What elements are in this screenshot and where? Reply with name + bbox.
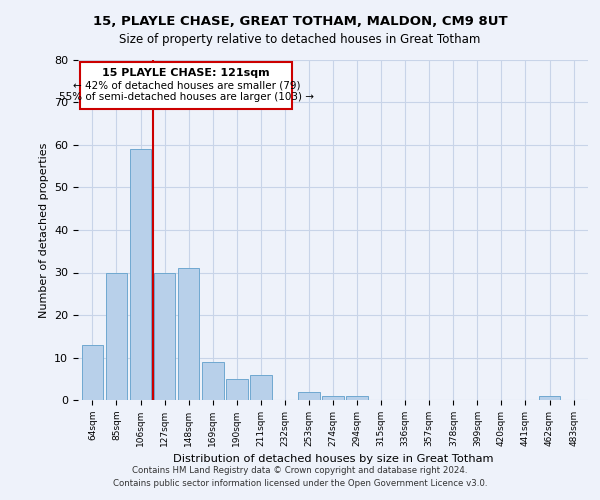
Bar bbox=[82, 345, 103, 400]
Text: 55% of semi-detached houses are larger (103) →: 55% of semi-detached houses are larger (… bbox=[59, 92, 314, 102]
X-axis label: Distribution of detached houses by size in Great Totham: Distribution of detached houses by size … bbox=[173, 454, 493, 464]
Bar bbox=[154, 272, 175, 400]
Bar bbox=[130, 149, 151, 400]
Bar bbox=[346, 396, 368, 400]
Bar bbox=[298, 392, 320, 400]
Y-axis label: Number of detached properties: Number of detached properties bbox=[38, 142, 49, 318]
Text: 15 PLAYLE CHASE: 121sqm: 15 PLAYLE CHASE: 121sqm bbox=[103, 68, 270, 78]
Text: 15, PLAYLE CHASE, GREAT TOTHAM, MALDON, CM9 8UT: 15, PLAYLE CHASE, GREAT TOTHAM, MALDON, … bbox=[92, 15, 508, 28]
Bar bbox=[178, 268, 199, 400]
Bar bbox=[250, 374, 272, 400]
Text: Contains HM Land Registry data © Crown copyright and database right 2024.
Contai: Contains HM Land Registry data © Crown c… bbox=[113, 466, 487, 487]
Text: ← 42% of detached houses are smaller (79): ← 42% of detached houses are smaller (79… bbox=[73, 80, 300, 90]
Bar bbox=[202, 362, 224, 400]
Bar bbox=[322, 396, 344, 400]
Bar bbox=[106, 272, 127, 400]
Bar bbox=[539, 396, 560, 400]
Bar bbox=[226, 379, 248, 400]
Text: Size of property relative to detached houses in Great Totham: Size of property relative to detached ho… bbox=[119, 32, 481, 46]
Bar bbox=[80, 62, 292, 109]
